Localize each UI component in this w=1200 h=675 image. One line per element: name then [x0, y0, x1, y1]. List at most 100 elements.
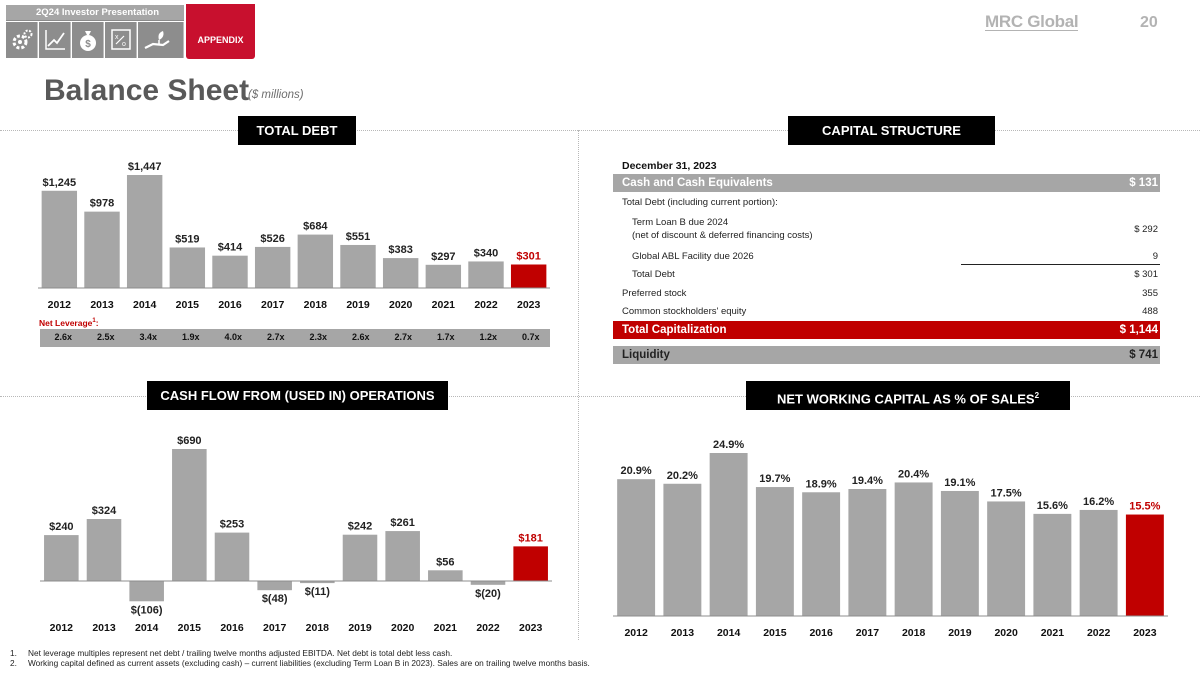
debt-label-2017: $526: [260, 233, 284, 245]
row-cash-label: Cash and Cash Equivalents: [622, 177, 773, 189]
debt-label-2022: $340: [474, 247, 498, 259]
nwc-bar-2012: [617, 479, 656, 616]
debt-category-2018: 2018: [304, 299, 328, 311]
nwc-label-2020: 17.5%: [991, 487, 1022, 499]
row-liquidity: Liquidity $ 741: [613, 346, 1160, 364]
row-total-capitalization: Total Capitalization $ 1,144: [613, 321, 1160, 339]
debt-category-2016: 2016: [218, 299, 242, 311]
nav-tab-growth[interactable]: [39, 22, 71, 58]
nav-tab-sustainability[interactable]: [138, 22, 184, 58]
hand-plant-icon: [144, 31, 170, 49]
nwc-category-2013: 2013: [671, 627, 695, 637]
debt-bar-2015: [169, 247, 206, 288]
nav-tab-strategy[interactable]: x o: [105, 22, 137, 58]
debt-label-2023: $301: [516, 250, 540, 262]
debt-bar-2016: [212, 255, 248, 288]
section-net-working-capital: NET WORKING CAPITAL AS % OF SALES2: [746, 381, 1070, 410]
cash-flow-label-2018: $(11): [305, 586, 330, 598]
cash-flow-bar-2019: [342, 534, 378, 581]
nwc-label-2023: 15.5%: [1129, 501, 1160, 513]
nwc-label-2012: 20.9%: [621, 465, 652, 477]
divider-center: [578, 130, 579, 640]
page-title: Balance Sheet: [44, 74, 250, 107]
nwc-category-2014: 2014: [717, 627, 741, 637]
row-preferred-value: 355: [1142, 288, 1158, 299]
nwc-label-2016: 18.9%: [806, 478, 837, 490]
net-leverage-text: Net Leverage: [39, 318, 93, 328]
cash-flow-bar-2017: [257, 581, 292, 591]
nwc-bar-2019: [940, 490, 979, 616]
footnote-2-text: Working capital defined as current asset…: [28, 658, 590, 668]
debt-category-2012: 2012: [48, 299, 72, 311]
cash-flow-category-2022: 2022: [476, 622, 500, 634]
nwc-title: NET WORKING CAPITAL AS % OF SALES: [776, 391, 1035, 407]
net-leverage-2016: 4.0x: [224, 332, 243, 342]
net-leverage-2022: 1.2x: [479, 332, 498, 342]
svg-text:$: $: [85, 39, 91, 50]
cash-flow-bar-2022: [470, 581, 506, 585]
cash-flow-label-2012: $240: [49, 521, 73, 533]
footnote-2: 2. Working capital defined as current ass…: [10, 658, 590, 668]
cash-flow-bar-2012: [44, 535, 79, 581]
capital-table-date: December 31, 2023: [622, 160, 717, 172]
svg-text:x: x: [115, 34, 119, 41]
cash-flow-label-2021: $56: [436, 556, 454, 568]
net-leverage-suffix: :: [95, 318, 99, 328]
nwc-bar-2022: [1079, 509, 1118, 616]
row-total-debt-value: $ 301: [1134, 269, 1158, 280]
nav-tab-operations[interactable]: [6, 22, 38, 58]
row-liquidity-value: $ 741: [1129, 349, 1158, 361]
nwc-bar-2021: [1033, 513, 1072, 616]
row-equity-value: 488: [1142, 306, 1158, 317]
svg-text:o: o: [122, 41, 126, 48]
row-abl: Global ABL Facility due 2026 9: [613, 251, 1160, 265]
appendix-tab[interactable]: APPENDIX: [186, 4, 255, 59]
row-abl-label: Global ABL Facility due 2026: [632, 251, 754, 262]
cash-flow-category-2023: 2023: [519, 622, 543, 634]
row-term-loan-label: Term Loan B due 2024: [632, 217, 729, 228]
debt-bar-2019: [340, 244, 376, 288]
growth-chart-icon: [45, 30, 65, 50]
row-preferred: Preferred stock 355: [613, 288, 1160, 302]
cash-flow-category-2020: 2020: [391, 622, 415, 634]
row-total-capitalization-label: Total Capitalization: [622, 324, 727, 336]
footnote-1-text: Net leverage multiples represent net deb…: [28, 648, 453, 658]
gears-icon: [12, 29, 33, 50]
footnote-2-num: 2.: [10, 658, 17, 668]
cash-flow-category-2021: 2021: [434, 622, 458, 634]
nwc-bar-2018: [894, 482, 933, 616]
row-cash-value: $ 131: [1129, 177, 1158, 189]
nwc-category-2022: 2022: [1087, 627, 1111, 637]
nwc-bar-2013: [663, 483, 702, 616]
debt-category-2021: 2021: [432, 299, 456, 311]
cash-flow-label-2019: $242: [348, 521, 372, 533]
cash-flow-bar-2014: [129, 581, 164, 602]
page-number: 20: [1140, 14, 1158, 31]
cash-flow-label-2023: $181: [518, 532, 542, 544]
presentation-label: 2Q24 Investor Presentation: [36, 7, 160, 18]
net-leverage-label: Net Leverage1:: [39, 318, 99, 328]
nav-tab-financial[interactable]: $: [72, 22, 104, 58]
debt-category-2019: 2019: [346, 299, 370, 311]
row-liquidity-label: Liquidity: [622, 349, 670, 361]
cash-flow-bar-2023: [513, 546, 548, 581]
nwc-category-2018: 2018: [902, 627, 926, 637]
debt-label-2013: $978: [90, 198, 114, 210]
row-term-loan-value: $ 292: [1134, 224, 1158, 235]
section-capital-structure: CAPITAL STRUCTURE: [788, 116, 995, 145]
debt-category-2014: 2014: [133, 299, 157, 311]
nwc-bar-2020: [987, 501, 1026, 616]
row-term-loan: Term Loan B due 2024 (net of discount & …: [613, 217, 1160, 243]
row-total-debt-header-label: Total Debt (including current portion):: [622, 197, 778, 208]
section-total-debt: TOTAL DEBT: [238, 116, 356, 145]
row-equity-label: Common stockholders' equity: [622, 306, 747, 317]
nwc-label-2021: 15.6%: [1037, 500, 1068, 512]
cash-flow-bar-2016: [214, 532, 250, 581]
debt-bar-2020: [382, 258, 419, 288]
debt-label-2021: $297: [431, 251, 455, 263]
net-leverage-2013: 2.5x: [96, 332, 115, 342]
cash-flow-category-2019: 2019: [348, 622, 372, 634]
cash-flow-bar-2021: [428, 570, 463, 581]
debt-bar-2013: [84, 211, 120, 288]
net-leverage-2015: 1.9x: [181, 332, 200, 342]
